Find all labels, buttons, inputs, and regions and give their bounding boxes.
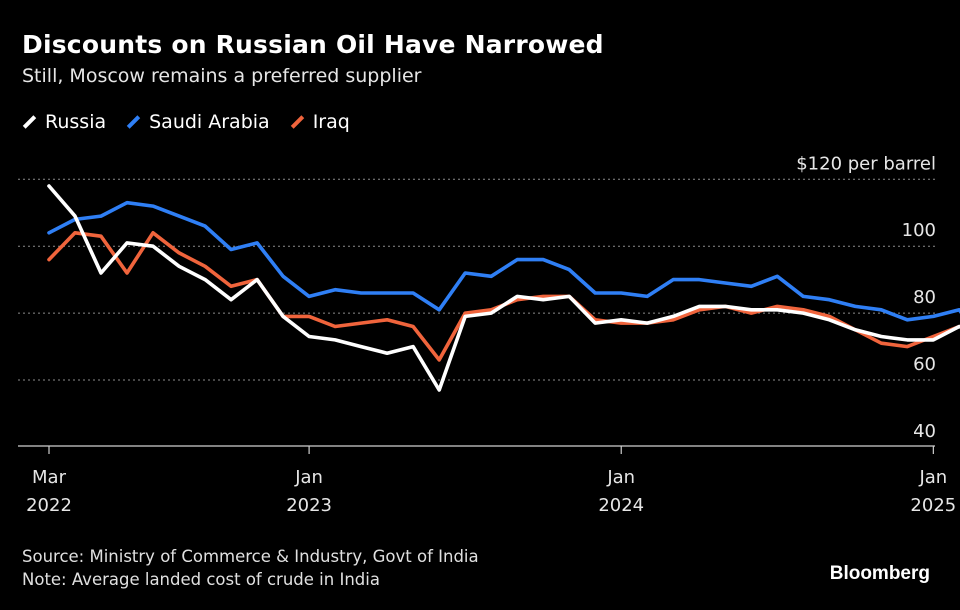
series-line-iraq bbox=[47, 231, 960, 362]
x-tick-year-2024-01: 2024 bbox=[598, 495, 644, 516]
legend-item-iraq: Iraq bbox=[290, 111, 350, 133]
legend-label-iraq: Iraq bbox=[312, 111, 350, 133]
y-tick-label-100: 100 bbox=[902, 220, 936, 241]
y-tick-label-60: 60 bbox=[913, 354, 936, 375]
legend-label-russia: Russia bbox=[45, 111, 107, 133]
legend: Russia Saudi Arabia Iraq bbox=[22, 111, 350, 133]
legend-item-saudi-arabia: Saudi Arabia bbox=[126, 111, 270, 133]
chart-subtitle: Still, Moscow remains a preferred suppli… bbox=[22, 65, 422, 87]
note-text: Note: Average landed cost of crude in In… bbox=[22, 570, 380, 589]
legend-label-saudi-arabia: Saudi Arabia bbox=[149, 111, 270, 133]
y-tick-label-40: 40 bbox=[913, 421, 936, 442]
chart-title: Discounts on Russian Oil Have Narrowed bbox=[22, 30, 604, 59]
footnote: Source: Ministry of Commerce & Industry,… bbox=[22, 545, 479, 591]
x-tick-year-2023-01: 2023 bbox=[286, 495, 332, 516]
bloomberg-logo: Bloomberg bbox=[829, 563, 930, 584]
x-tick-month-2024-01: Jan bbox=[606, 467, 635, 488]
y-tick-label-80: 80 bbox=[913, 287, 936, 308]
legend-item-russia: Russia bbox=[22, 111, 106, 133]
x-tick-year-2022-03: 2022 bbox=[26, 495, 72, 516]
series-line-saudi-arabia bbox=[47, 200, 960, 322]
x-tick-month-2022-03: Mar bbox=[32, 467, 67, 488]
x-tick-month-2023-01: Jan bbox=[294, 467, 323, 488]
x-tick-year-2025-01: 2025 bbox=[910, 495, 956, 516]
x-tick-month-2025-01: Jan bbox=[918, 467, 947, 488]
y-tick-label-120: $120 per barrel bbox=[796, 153, 936, 174]
source-text: Source: Ministry of Commerce & Industry,… bbox=[22, 547, 479, 566]
series-line-russia bbox=[47, 184, 960, 392]
